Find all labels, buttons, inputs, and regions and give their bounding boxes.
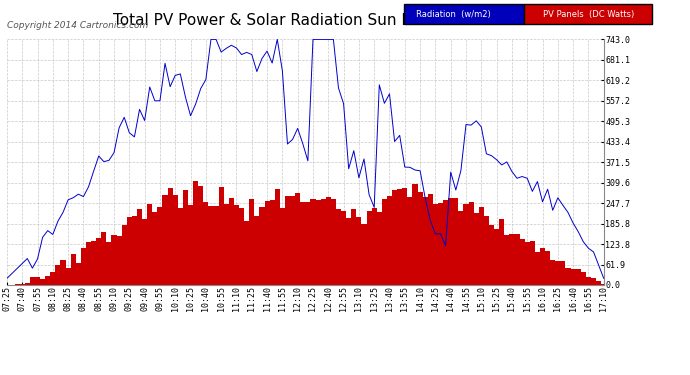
Text: Total PV Power & Solar Radiation Sun Mar 2 17:15: Total PV Power & Solar Radiation Sun Mar… — [113, 13, 494, 28]
Text: PV Panels  (DC Watts): PV Panels (DC Watts) — [542, 10, 634, 18]
Text: Copyright 2014 Cartronics.com: Copyright 2014 Cartronics.com — [7, 21, 148, 30]
Text: Radiation  (w/m2): Radiation (w/m2) — [416, 10, 491, 18]
